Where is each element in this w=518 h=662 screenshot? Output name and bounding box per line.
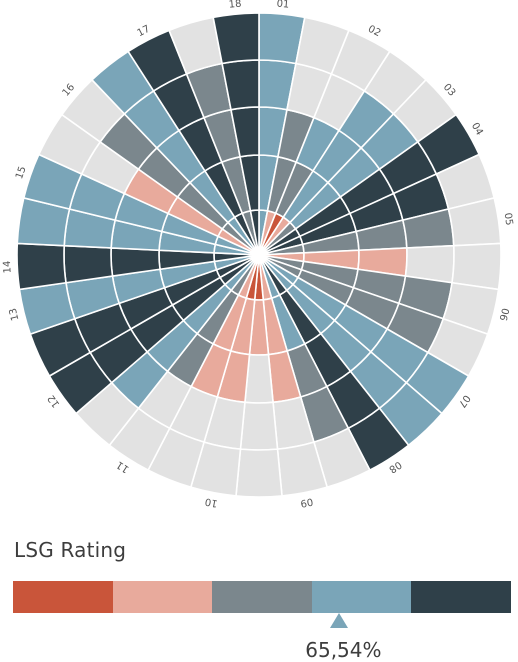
sector-label: 08	[387, 459, 404, 475]
bar-segment	[63, 244, 114, 284]
sector-label: 04	[469, 121, 485, 138]
legend-level-3	[212, 581, 312, 613]
legend-title: LSG Rating	[14, 538, 127, 562]
sector-label: 01	[276, 0, 290, 11]
sector-label: 10	[204, 495, 219, 508]
legend-level-5	[411, 581, 511, 613]
sector-label: 16	[61, 82, 78, 99]
radial-bar-chart: 01 02 03 04 05 06 07 08 09 10 11 12 13 14 15 16 17 18	[2, 0, 515, 509]
sector-label: 03	[441, 82, 458, 99]
sector-label: 06	[497, 307, 511, 322]
sector-label: 02	[366, 24, 382, 40]
sector-label: 11	[115, 459, 132, 475]
bar-segment	[212, 12, 260, 65]
sector-label: 09	[299, 495, 314, 508]
sector-label: 12	[46, 393, 62, 410]
rating-value: 65,54%	[305, 638, 382, 662]
sector-label: 17	[136, 24, 152, 40]
bar-segment	[16, 242, 67, 291]
sector-label: 14	[2, 260, 14, 273]
legend-color-scale	[13, 581, 511, 613]
legend-level-2	[112, 581, 213, 613]
rating-marker-icon	[330, 613, 349, 628]
sector-label: 18	[228, 0, 242, 11]
background-segment	[451, 242, 502, 291]
sector-label: 15	[14, 165, 29, 181]
sector-label: 05	[502, 212, 515, 226]
legend-level-1	[13, 581, 113, 613]
sector-label: 07	[456, 393, 472, 410]
background-segment	[235, 448, 283, 498]
background-segment	[239, 401, 279, 451]
legend-level-4	[311, 581, 412, 613]
sector-label: 13	[8, 307, 22, 322]
